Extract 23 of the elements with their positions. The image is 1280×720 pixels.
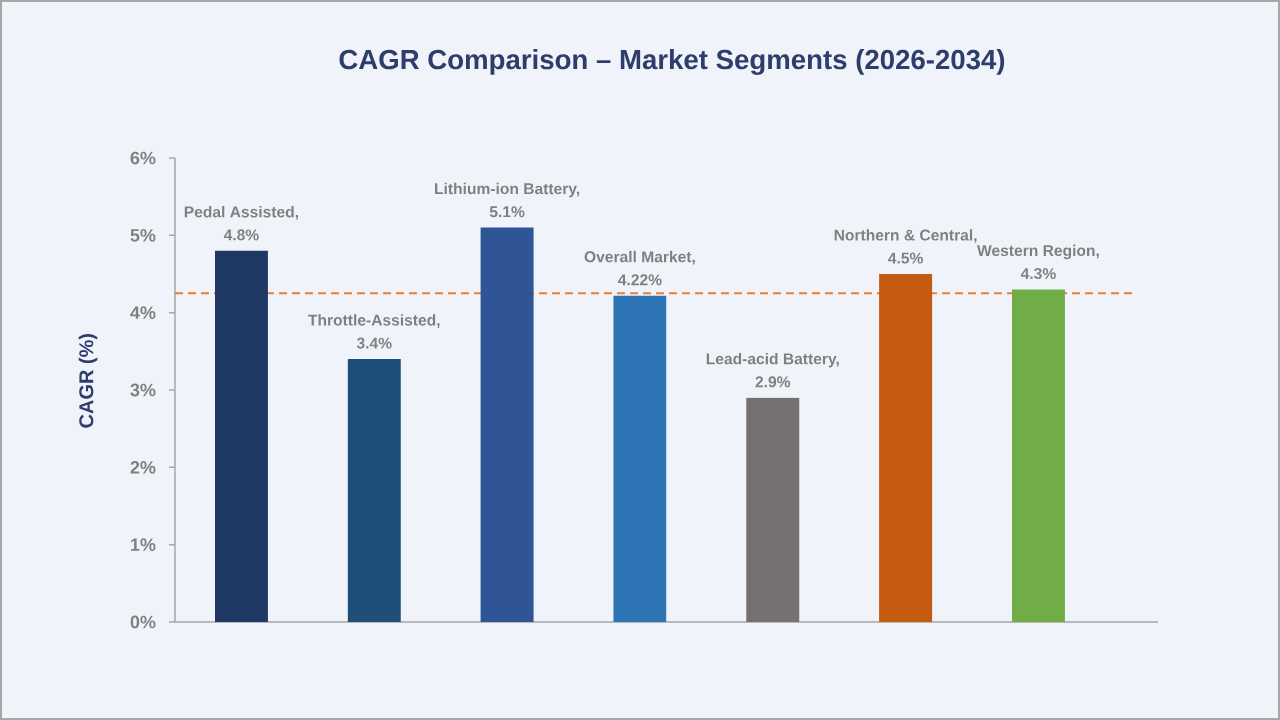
data-label: Throttle-Assisted, 3.4% [308,314,440,349]
y-tick-label: 6% [130,151,156,165]
data-label: Pedal Assisted, 4.8% [184,205,299,241]
y-tick-label: 2% [130,460,156,474]
data-label: Western Region, 4.3% [977,244,1099,280]
bar [746,397,800,622]
bar [480,227,534,622]
y-tick-label: 0% [130,615,156,629]
y-axis-title: CAGR (%) [78,333,98,428]
data-label: Northern & Central, 4.5% [834,229,977,264]
bar [347,359,401,622]
y-tick-label: 5% [130,229,156,242]
y-tick-label: 4% [130,306,156,319]
y-tick-label: 1% [131,538,156,551]
bar [214,250,268,622]
data-label: Lead-acid Battery, 2.9% [706,352,839,388]
y-tick-label: 3% [130,383,156,397]
bar [879,274,933,622]
data-label: Overall Market, 4.22% [584,250,695,286]
data-label: Lithium-ion Battery, 5.1% [435,182,580,218]
chart-title: CAGR Comparison – Market Segments (2026-2034) [339,49,1005,75]
bar [613,295,667,622]
bar [1011,289,1065,622]
